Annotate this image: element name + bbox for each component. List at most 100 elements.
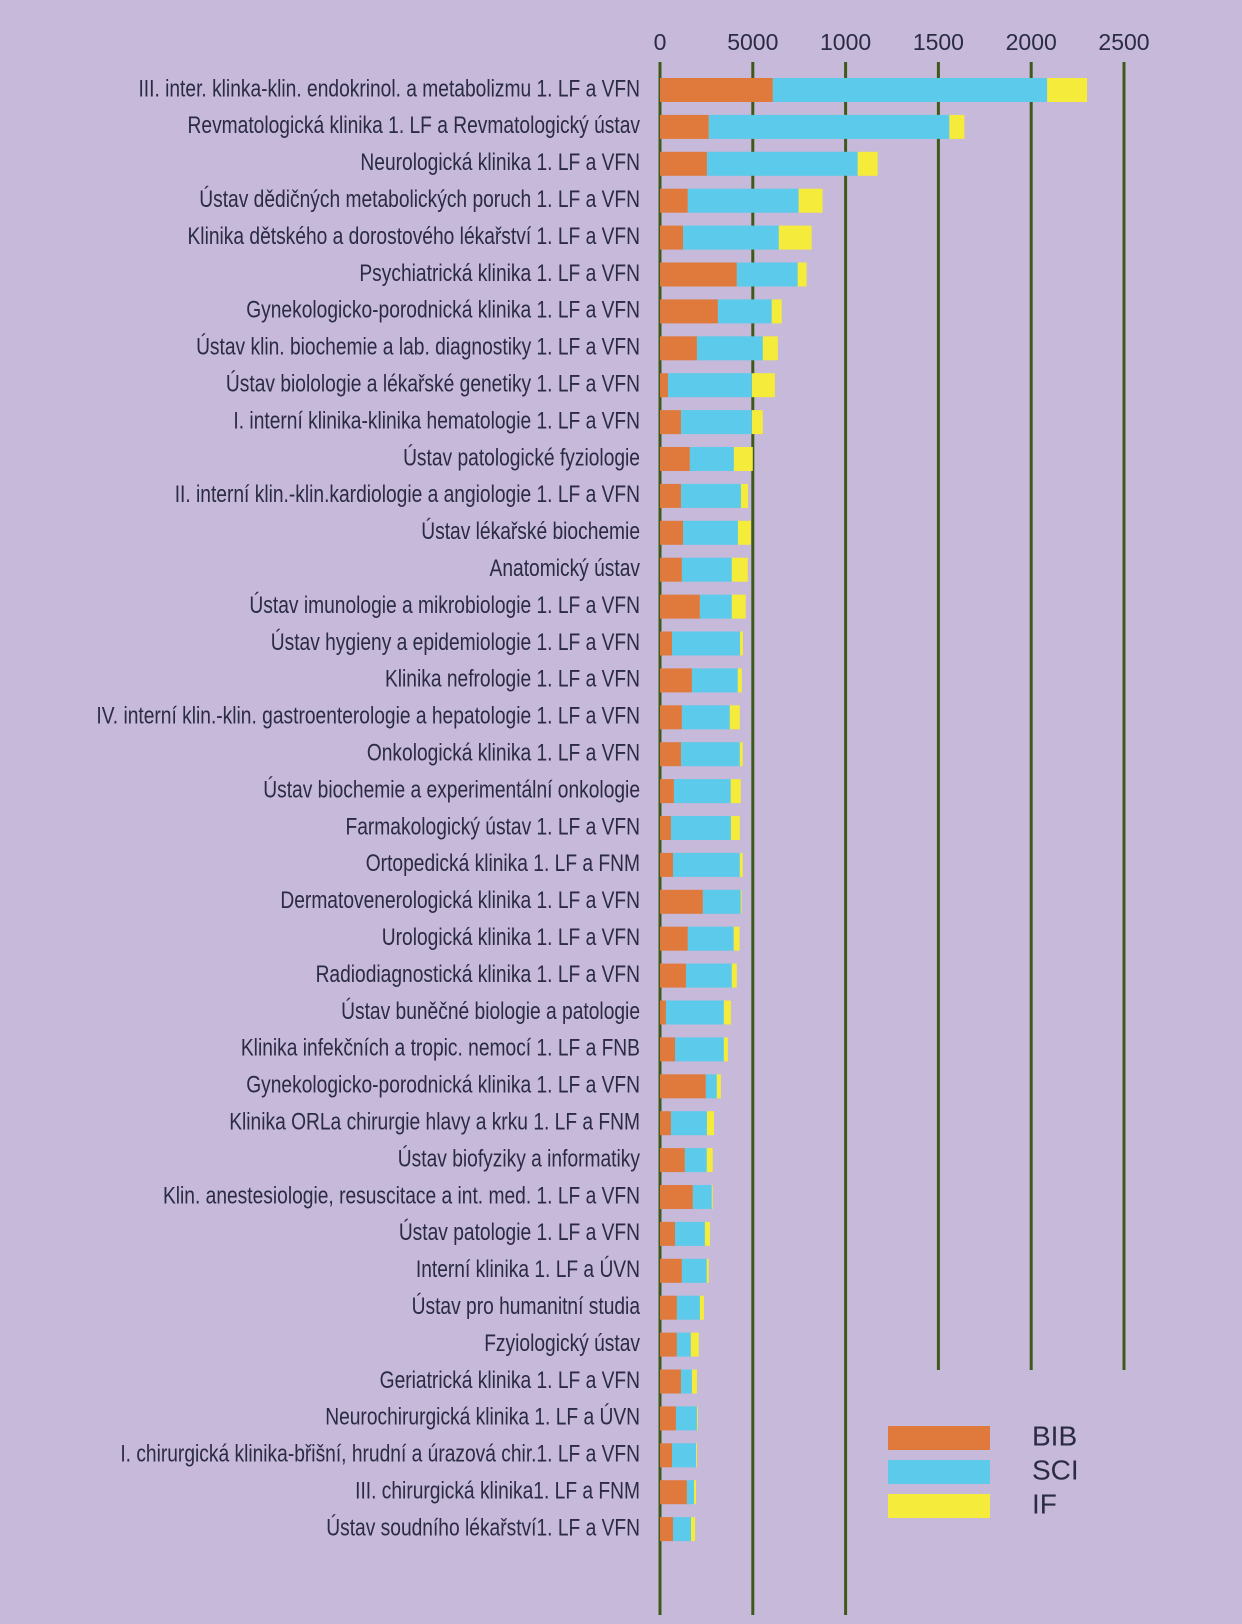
bar-segment (689, 447, 734, 471)
bar-segment (696, 1443, 697, 1468)
y-tick-label: Neurochirurgická klinika 1. LF a ÚVN (325, 1404, 640, 1431)
bar-segment (660, 1037, 676, 1062)
y-tick-label: Ústav klin. biochemie a lab. diagnostiky… (196, 334, 640, 361)
bar-segment (660, 1369, 681, 1394)
y-tick-label: Klinika ORLa chirurgie hlavy a krku 1. L… (229, 1109, 640, 1136)
y-tick-label: Gynekologicko-porodnická klinika 1. LF a… (246, 1072, 640, 1099)
bar-segment (673, 779, 731, 804)
bar-segment (762, 336, 778, 361)
bar-segment (733, 926, 740, 951)
y-tick-label: Ústav biolologie a lékařské genetiky 1. … (226, 371, 640, 398)
y-tick-label: Ústav biochemie a experimentální onkolog… (263, 776, 640, 803)
bar-segment (680, 1369, 692, 1394)
legend-label: IF (1032, 1488, 1057, 1519)
bar-segment (696, 1406, 698, 1431)
bar-segment (660, 262, 737, 287)
y-tick-label: Interní klinika 1. LF a ÚVN (416, 1256, 640, 1283)
bar-segment (771, 299, 782, 324)
bar-segment (667, 373, 752, 398)
y-tick-label: Klinika infekčních a tropic. nemocí 1. L… (241, 1035, 640, 1062)
bar-segment (699, 594, 732, 619)
bar-segment (660, 594, 700, 619)
bar-segment (704, 1221, 710, 1246)
y-tick-label: IV. interní klin.-klin. gastroenterologi… (96, 703, 640, 730)
bar-segment (772, 78, 1048, 102)
bar-segment (1047, 78, 1088, 102)
bar-segment (751, 410, 763, 435)
bar-segment (798, 188, 823, 213)
y-tick-label: Radiodiagnostická klinika 1. LF a VFN (316, 961, 640, 988)
bar-segment (660, 410, 681, 435)
x-tick-label: 1000 (820, 29, 871, 55)
bar-segment (696, 336, 763, 361)
bar-segment (660, 373, 668, 398)
x-tick-label: 5000 (727, 29, 778, 55)
y-tick-label: Urologická klinika 1. LF a VFN (382, 924, 640, 951)
bar-segment (665, 1000, 724, 1025)
legend-swatch (888, 1460, 990, 1484)
y-tick-label: Klin. anestesiologie, resuscitace a int.… (163, 1182, 640, 1209)
bar-segment (660, 742, 681, 767)
bar-segment (680, 483, 741, 508)
bar-segment (660, 1480, 687, 1505)
y-tick-label: Revmatologická klinika 1. LF a Revmatolo… (188, 112, 640, 139)
bar-segment (660, 188, 688, 213)
y-tick-label: Ortopedická klinika 1. LF a FNM (366, 850, 640, 877)
y-tick-label: Neurologická klinika 1. LF a VFN (360, 149, 640, 176)
bar-segment (740, 889, 742, 914)
bar-segment (691, 668, 738, 693)
bar-segment (660, 114, 709, 139)
bar-segment (684, 1148, 707, 1173)
y-tick-label: Fzyiologický ústav (484, 1330, 640, 1357)
bar-segment (731, 557, 748, 582)
y-tick-label: III. chirurgická klinika1. LF a FNM (355, 1478, 640, 1505)
y-tick-label: Ústav patologické fyziologie (403, 444, 640, 471)
bars (660, 78, 1088, 1542)
bar-segment (699, 1295, 704, 1320)
bar-segment (672, 1517, 691, 1542)
bar-segment (676, 1295, 700, 1320)
bar-segment (660, 78, 773, 102)
bar-segment (660, 1258, 682, 1283)
bar-segment (660, 336, 697, 361)
y-tick-label: Ústav pro humanitní studia (412, 1293, 641, 1320)
bar-segment (737, 520, 751, 545)
bar-segment (675, 1037, 724, 1062)
bar-segment (675, 1406, 697, 1431)
bar-segment (676, 1332, 691, 1357)
bar-segment (660, 1406, 676, 1431)
y-tick-label: Ústav dědičných metabolických poruch 1. … (199, 186, 640, 213)
y-tick-label: Onkologická klinika 1. LF a VFN (367, 740, 640, 767)
y-tick-label: Klinika nefrologie 1. LF a VFN (385, 666, 640, 693)
bar-segment (687, 926, 734, 951)
bar-segment (687, 188, 799, 213)
bar-segment (708, 114, 950, 139)
bar-segment (660, 299, 718, 324)
bar-segment (670, 816, 731, 840)
bar-segment (660, 1111, 671, 1136)
bar-segment (716, 1074, 721, 1099)
y-tick-label: Anatomický ústav (490, 555, 640, 582)
y-tick-label: III. inter. klinka-klin. endokrinol. a m… (138, 75, 640, 102)
bar-segment (660, 1295, 677, 1320)
y-tick-label: Ústav buněčné biologie a patologie (341, 998, 640, 1025)
bar-segment (660, 151, 707, 176)
bar-segment (730, 779, 741, 804)
y-tick-label: Ústav soudního lékařství1. LF a VFN (326, 1514, 640, 1541)
bar-segment (702, 889, 741, 914)
y-tick-label: I. chirurgická klinika-břišní, hrudní a … (120, 1441, 640, 1468)
bar-segment (681, 557, 732, 582)
bar-segment (717, 299, 772, 324)
bar-segment (706, 1258, 709, 1283)
legend-swatch (888, 1494, 990, 1518)
bar-segment (660, 889, 703, 914)
bar-segment (660, 483, 681, 508)
bar-segment (672, 852, 740, 877)
y-tick-label: Ústav biofyziky a informatiky (398, 1145, 640, 1172)
bar-segment (740, 483, 748, 508)
bar-segment (680, 410, 752, 435)
x-tick-label: 2500 (1098, 29, 1149, 55)
bar-segment (670, 1111, 707, 1136)
